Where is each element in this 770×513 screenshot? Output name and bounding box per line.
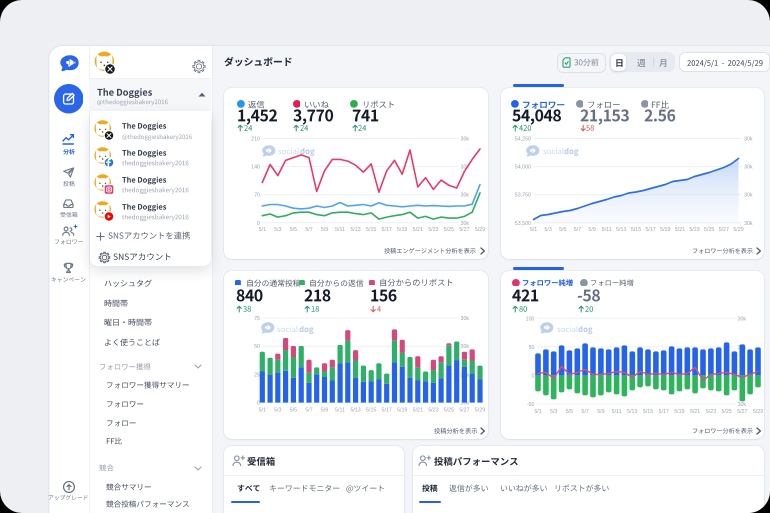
svg-text:30k: 30k xyxy=(461,401,470,407)
svg-text:53,500: 53,500 xyxy=(515,221,531,227)
svg-text:54,000: 54,000 xyxy=(515,165,531,171)
svg-text:5/27: 5/27 xyxy=(459,227,469,233)
svg-text:54,250: 54,250 xyxy=(515,137,531,143)
svg-text:5/29: 5/29 xyxy=(475,227,485,233)
svg-text:5/27: 5/27 xyxy=(459,408,469,414)
svg-text:5/25: 5/25 xyxy=(444,227,454,233)
svg-text:5/11: 5/11 xyxy=(335,408,345,414)
svg-text:30k: 30k xyxy=(744,165,753,171)
svg-text:5/1: 5/1 xyxy=(259,227,266,233)
svg-text:5/23: 5/23 xyxy=(428,227,438,233)
svg-text:5/29: 5/29 xyxy=(475,408,485,414)
svg-text:5/21: 5/21 xyxy=(690,409,700,415)
svg-text:30k: 30k xyxy=(461,193,470,199)
svg-text:140: 140 xyxy=(251,165,260,171)
svg-text:5/7: 5/7 xyxy=(574,227,581,233)
svg-text:53,750: 53,750 xyxy=(515,193,531,199)
svg-text:5/17: 5/17 xyxy=(645,227,655,233)
svg-text:5/3: 5/3 xyxy=(544,227,551,233)
svg-text:5/5: 5/5 xyxy=(566,409,573,415)
svg-text:100: 100 xyxy=(526,316,535,322)
svg-text:5/13: 5/13 xyxy=(350,227,360,233)
svg-text:5/7: 5/7 xyxy=(581,409,588,415)
svg-text:5/17: 5/17 xyxy=(659,409,669,415)
svg-text:5/19: 5/19 xyxy=(397,227,407,233)
svg-text:5/3: 5/3 xyxy=(550,409,557,415)
svg-text:5/7: 5/7 xyxy=(305,408,312,414)
svg-text:5/15: 5/15 xyxy=(643,409,653,415)
svg-text:5/13: 5/13 xyxy=(627,409,637,415)
svg-text:0: 0 xyxy=(257,221,260,227)
svg-text:5/23: 5/23 xyxy=(706,409,716,415)
svg-text:5/19: 5/19 xyxy=(674,409,684,415)
svg-text:5/27: 5/27 xyxy=(719,227,729,233)
svg-text:30k: 30k xyxy=(461,344,470,350)
svg-text:5/9: 5/9 xyxy=(321,227,328,233)
svg-text:5/11: 5/11 xyxy=(612,409,622,415)
svg-text:5/11: 5/11 xyxy=(602,227,612,233)
svg-text:5/15: 5/15 xyxy=(366,227,376,233)
svg-text:5/21: 5/21 xyxy=(675,227,685,233)
svg-text:5/25: 5/25 xyxy=(704,227,714,233)
svg-text:5/9: 5/9 xyxy=(588,227,595,233)
svg-text:5/1: 5/1 xyxy=(534,409,541,415)
svg-text:5/13: 5/13 xyxy=(350,408,360,414)
svg-text:30k: 30k xyxy=(461,165,470,171)
svg-text:5/9: 5/9 xyxy=(321,408,328,414)
svg-text:30k: 30k xyxy=(744,221,753,227)
svg-text:30k: 30k xyxy=(744,137,753,143)
svg-text:5/13: 5/13 xyxy=(616,227,626,233)
svg-text:50: 50 xyxy=(254,344,260,350)
svg-text:0: 0 xyxy=(257,401,260,407)
svg-text:5/15: 5/15 xyxy=(366,408,376,414)
svg-text:-50: -50 xyxy=(527,402,535,408)
svg-text:5/23: 5/23 xyxy=(428,408,438,414)
svg-text:5/27: 5/27 xyxy=(737,409,747,415)
svg-text:5/25: 5/25 xyxy=(721,409,731,415)
svg-text:30k: 30k xyxy=(738,402,747,408)
svg-text:5/29: 5/29 xyxy=(733,227,743,233)
svg-text:5/1: 5/1 xyxy=(530,227,537,233)
svg-text:30k: 30k xyxy=(744,193,753,199)
svg-text:5/19: 5/19 xyxy=(660,227,670,233)
svg-text:0: 0 xyxy=(532,373,535,379)
svg-text:5/19: 5/19 xyxy=(397,408,407,414)
svg-text:5/5: 5/5 xyxy=(290,227,297,233)
svg-text:5/29: 5/29 xyxy=(753,409,763,415)
svg-text:5/21: 5/21 xyxy=(413,227,423,233)
svg-text:210: 210 xyxy=(251,137,260,143)
svg-text:30k: 30k xyxy=(461,137,470,143)
svg-text:5/15: 5/15 xyxy=(631,227,641,233)
svg-text:5/1: 5/1 xyxy=(259,408,266,414)
svg-text:70: 70 xyxy=(254,193,260,199)
svg-text:75: 75 xyxy=(254,316,260,322)
svg-text:5/17: 5/17 xyxy=(382,408,392,414)
svg-text:5/5: 5/5 xyxy=(559,227,566,233)
svg-text:5/21: 5/21 xyxy=(413,408,423,414)
svg-text:30k: 30k xyxy=(461,316,470,322)
svg-text:5/25: 5/25 xyxy=(444,408,454,414)
svg-text:5/3: 5/3 xyxy=(274,408,281,414)
svg-text:25: 25 xyxy=(254,372,260,378)
svg-text:5/5: 5/5 xyxy=(290,408,297,414)
svg-text:5/7: 5/7 xyxy=(305,227,312,233)
svg-text:5/3: 5/3 xyxy=(274,227,281,233)
svg-text:30k: 30k xyxy=(738,316,747,322)
svg-text:5/23: 5/23 xyxy=(689,227,699,233)
svg-text:5/11: 5/11 xyxy=(335,227,345,233)
svg-text:50: 50 xyxy=(529,345,535,351)
svg-text:5/17: 5/17 xyxy=(382,227,392,233)
svg-text:30k: 30k xyxy=(461,221,470,227)
svg-text:5/9: 5/9 xyxy=(597,409,604,415)
